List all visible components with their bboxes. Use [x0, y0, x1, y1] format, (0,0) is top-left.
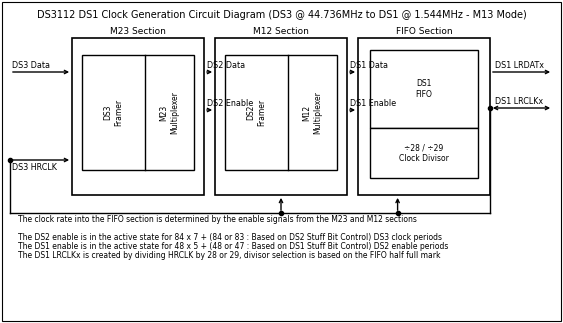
Text: M23 Section: M23 Section: [110, 27, 166, 36]
Text: DS3
Framer: DS3 Framer: [104, 99, 123, 126]
Bar: [370, 128, 478, 178]
Text: The clock rate into the FIFO section is determined by the enable signals from th: The clock rate into the FIFO section is …: [18, 215, 417, 224]
Text: DS1 Enable: DS1 Enable: [350, 99, 396, 108]
Text: M12 Section: M12 Section: [253, 27, 309, 36]
Text: DS1 LRDATx: DS1 LRDATx: [495, 61, 544, 70]
Text: DS2
Framer: DS2 Framer: [247, 99, 266, 126]
Text: M12
Multiplexer: M12 Multiplexer: [303, 91, 322, 134]
Bar: [358, 38, 490, 195]
Bar: [370, 50, 478, 128]
Bar: [225, 55, 337, 170]
Text: The DS2 enable is in the active state for 84 x 7 + (84 or 83 : Based on DS2 Stuf: The DS2 enable is in the active state fo…: [18, 233, 442, 242]
Text: DS3112 DS1 Clock Generation Circuit Diagram (DS3 @ 44.736MHz to DS1 @ 1.544MHz -: DS3112 DS1 Clock Generation Circuit Diag…: [37, 10, 526, 20]
Bar: [82, 55, 194, 170]
Text: DS2 Enable: DS2 Enable: [207, 99, 253, 108]
Bar: [215, 38, 347, 195]
Text: DS3 HRCLK: DS3 HRCLK: [12, 163, 57, 172]
Text: DS2 Data: DS2 Data: [207, 61, 245, 70]
Text: DS1 Data: DS1 Data: [350, 61, 388, 70]
Text: ÷28 / ÷29
Clock Divisor: ÷28 / ÷29 Clock Divisor: [399, 143, 449, 163]
Text: DS1
FIFO: DS1 FIFO: [415, 79, 432, 99]
Text: The DS1 enable is in the active state for 48 x 5 + (48 or 47 : Based on DS1 Stuf: The DS1 enable is in the active state fo…: [18, 242, 448, 251]
Text: M23
Multiplexer: M23 Multiplexer: [160, 91, 179, 134]
Text: DS1 LRCLKx: DS1 LRCLKx: [495, 97, 543, 106]
Text: FIFO Section: FIFO Section: [396, 27, 452, 36]
Text: DS3 Data: DS3 Data: [12, 61, 50, 70]
Bar: [72, 38, 204, 195]
Text: The DS1 LRCLKx is created by dividing HRCLK by 28 or 29, divisor selection is ba: The DS1 LRCLKx is created by dividing HR…: [18, 251, 440, 260]
